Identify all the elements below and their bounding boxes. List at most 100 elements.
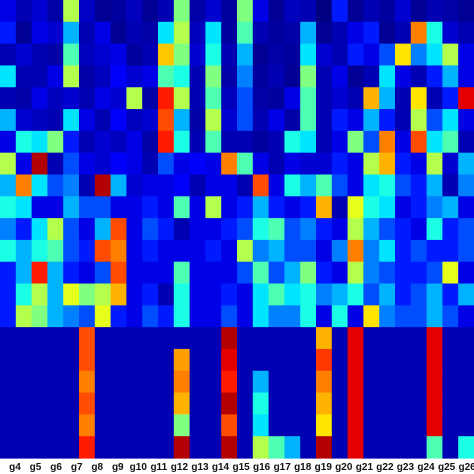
heatmap-cell (158, 174, 175, 197)
heatmap-cell (410, 348, 428, 372)
heatmap-cell (331, 43, 349, 67)
heatmap-cell (331, 370, 349, 394)
heatmap-cell (363, 239, 380, 263)
heatmap-cell (63, 87, 80, 110)
heatmap-cell (268, 414, 285, 437)
heatmap-cell (284, 370, 301, 394)
heatmap-cell (458, 21, 474, 45)
heatmap-cell (316, 218, 333, 241)
heatmap-cell (173, 436, 191, 459)
heatmap-cell (395, 327, 412, 350)
heatmap-cell (142, 414, 159, 437)
heatmap-cell (31, 327, 48, 350)
heatmap-cell (316, 109, 333, 132)
heatmap-cell (126, 305, 143, 328)
heatmap-cell (126, 152, 143, 176)
heatmap-cell (94, 21, 112, 45)
heatmap-cell (205, 283, 222, 306)
heatmap-cell (237, 239, 254, 263)
heatmap-cell (426, 261, 443, 285)
heatmap-cell (158, 348, 175, 372)
heatmap-cell (331, 218, 349, 241)
heatmap-cell (110, 305, 127, 328)
heatmap-cell (316, 174, 333, 197)
heatmap-cell (189, 239, 206, 263)
heatmap-cell (347, 348, 364, 372)
heatmap-cell (268, 283, 285, 306)
heatmap-cell (110, 130, 127, 154)
heatmap-cell (142, 348, 159, 372)
heatmap-cell (284, 109, 301, 132)
heatmap-cell (189, 0, 206, 23)
heatmap-cell (252, 348, 270, 372)
heatmap-cell (410, 414, 428, 437)
heatmap-cell (221, 261, 238, 285)
x-tick-label: g26 (458, 462, 474, 473)
heatmap-cell (442, 305, 459, 328)
heatmap-cell (189, 327, 206, 350)
heatmap-cell (205, 174, 222, 197)
heatmap-cell (0, 0, 17, 23)
heatmap-cell (79, 152, 96, 176)
heatmap-cell (0, 348, 17, 372)
heatmap-cell (126, 261, 143, 285)
heatmap-cell (268, 21, 285, 45)
x-tick-label: g11 (150, 462, 167, 473)
heatmap-cell (94, 261, 112, 285)
heatmap-cell (458, 261, 474, 285)
heatmap-cell (442, 152, 459, 176)
heatmap-cell (379, 174, 396, 197)
heatmap-cell (442, 0, 459, 23)
heatmap-cell (331, 239, 349, 263)
heatmap-cell (395, 414, 412, 437)
heatmap-cell (363, 65, 380, 88)
heatmap-cell (316, 239, 333, 263)
heatmap-cell (458, 43, 474, 67)
heatmap-cell (426, 43, 443, 67)
heatmap-cell (142, 109, 159, 132)
heatmap-cell (0, 21, 17, 45)
heatmap-cell (458, 65, 474, 88)
heatmap-cell (237, 305, 254, 328)
heatmap-cell (347, 392, 364, 415)
heatmap-cell (442, 196, 459, 219)
x-tick-label: g20 (335, 462, 353, 473)
heatmap-cell (379, 392, 396, 415)
heatmap-cell (31, 152, 48, 176)
heatmap-cell (189, 43, 206, 67)
heatmap-cell (47, 21, 64, 45)
heatmap-cell (268, 65, 285, 88)
heatmap-cell (268, 239, 285, 263)
heatmap-cell (331, 305, 349, 328)
heatmap-cell (300, 174, 317, 197)
heatmap-cell (237, 196, 254, 219)
heatmap-cell (300, 21, 317, 45)
heatmap-cell (221, 392, 238, 415)
heatmap-cell (316, 305, 333, 328)
heatmap-cell (347, 130, 364, 154)
heatmap-cell (379, 65, 396, 88)
heatmap-cell (363, 261, 380, 285)
heatmap-cell (316, 65, 333, 88)
heatmap-cell (189, 218, 206, 241)
heatmap-cell (252, 239, 270, 263)
heatmap-cell (395, 174, 412, 197)
heatmap-cell (347, 21, 364, 45)
heatmap-cell (94, 239, 112, 263)
heatmap-cell (126, 436, 143, 459)
heatmap-cell (300, 392, 317, 415)
heatmap-cell (458, 0, 474, 23)
heatmap-cell (300, 327, 317, 350)
heatmap-cell (426, 414, 443, 437)
heatmap-cell (300, 436, 317, 459)
heatmap-cell (31, 87, 48, 110)
heatmap-cell (442, 130, 459, 154)
heatmap-cell (173, 0, 191, 23)
heatmap-cell (47, 109, 64, 132)
heatmap-cell (347, 43, 364, 67)
heatmap-cell (300, 65, 317, 88)
x-tick-label: g8 (91, 462, 103, 473)
heatmap-cell (79, 414, 96, 437)
heatmap-cell (79, 65, 96, 88)
